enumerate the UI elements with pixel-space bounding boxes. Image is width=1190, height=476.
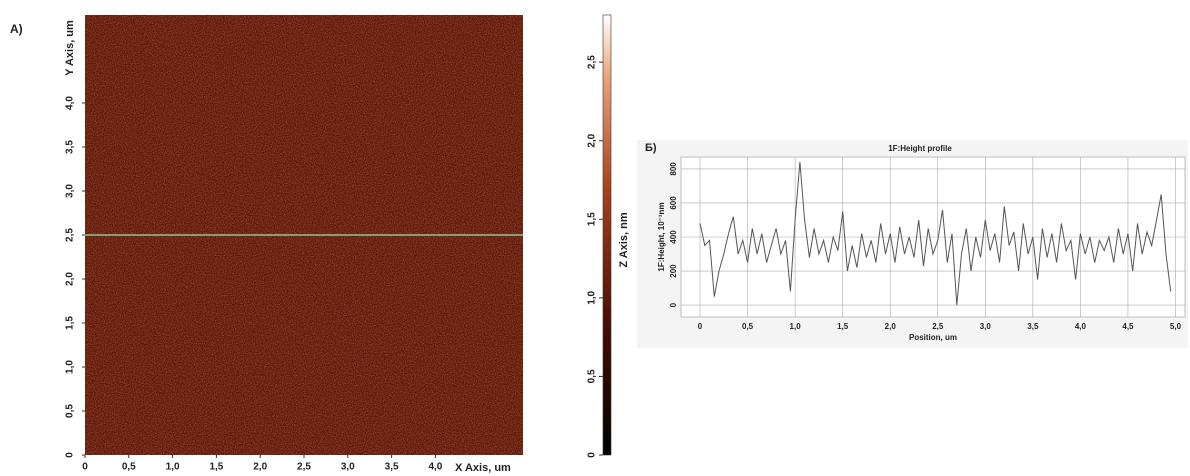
x-tick-label: 1,0 [166, 462, 180, 473]
y-tick-label: 400 [669, 230, 678, 244]
x-tick-label: 0,5 [742, 322, 754, 331]
y-axis-label: Y Axis, um [64, 20, 76, 76]
x-tick-label: 4,0 [428, 462, 442, 473]
colorbar-label: Z Axis, nm [618, 212, 630, 267]
y-axis-label: 1F:Height, 10⁻¹nm [657, 202, 666, 271]
x-tick-label: 4,5 [1122, 322, 1134, 331]
x-tick-label: 2,5 [297, 462, 311, 473]
x-tick-label: 4,0 [1075, 322, 1087, 331]
x-tick-label: 0 [82, 462, 88, 473]
x-tick-label: 3,5 [1027, 322, 1039, 331]
y-tick-label: 2,0 [65, 272, 76, 286]
colorbar-tick-label: 0,5 [587, 369, 598, 383]
x-tick-label: 1,0 [790, 322, 802, 331]
x-tick-label: 1,5 [837, 322, 849, 331]
chart-title: 1F:Height profile [888, 144, 952, 153]
height-profile [699, 162, 1172, 306]
x-tick-label: 2,5 [932, 322, 944, 331]
x-tick-label: 2,0 [253, 462, 267, 473]
y-tick-label: 1,5 [65, 316, 76, 330]
x-tick-label: 3,0 [341, 462, 355, 473]
colorbar-tick-label: 1,5 [587, 212, 598, 226]
y-tick-label: 600 [669, 196, 678, 210]
x-tick-label: 5,0 [1170, 322, 1182, 331]
y-tick-label: 200 [669, 264, 678, 278]
panel-label: A) [10, 22, 23, 36]
panel-label: Б) [645, 142, 657, 154]
x-axis-label: Position, um [909, 333, 957, 342]
y-tick-label: 3,0 [65, 184, 76, 198]
y-tick-label: 0 [65, 452, 76, 458]
y-tick-label: 0 [669, 302, 678, 307]
y-tick-label: 4,0 [65, 96, 76, 110]
x-tick-label: 1,5 [209, 462, 223, 473]
y-tick-label: 2,5 [65, 228, 76, 242]
y-tick-label: 0,5 [65, 404, 76, 418]
x-tick-label: 0,5 [122, 462, 136, 473]
y-tick-label: 3,5 [65, 140, 76, 154]
y-tick-label: 1,0 [65, 360, 76, 374]
x-tick-label: 0 [698, 322, 703, 331]
x-tick-label: 3,5 [385, 462, 399, 473]
colorbar [602, 14, 612, 456]
x-tick-label: 2,0 [885, 322, 897, 331]
colorbar-tick-label: 0 [587, 452, 598, 458]
y-tick-label: 800 [669, 162, 678, 176]
colorbar-tick-label: 1,0 [587, 290, 598, 304]
x-axis-label: X Axis, um [455, 462, 511, 474]
colorbar-tick-label: 2,0 [587, 133, 598, 147]
x-tick-label: 3,0 [980, 322, 992, 331]
colorbar-tick-label: 2,5 [587, 55, 598, 69]
